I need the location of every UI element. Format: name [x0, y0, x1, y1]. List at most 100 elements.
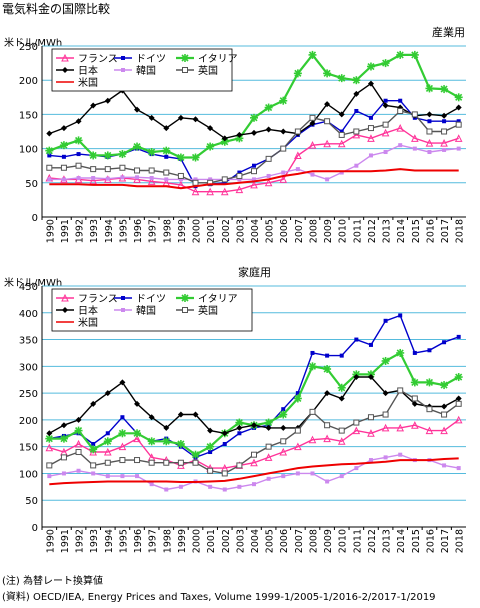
residential-data-point: [91, 471, 96, 476]
industrial-data-point: [325, 177, 330, 182]
industrial-data-point: [442, 119, 447, 124]
industrial-legend-marker: [181, 54, 189, 62]
residential-data-point: [103, 447, 112, 456]
residential-data-point: [279, 447, 288, 456]
residential-data-point: [382, 411, 389, 418]
industrial-data-point: [163, 169, 170, 176]
industrial-data-point: [75, 118, 82, 125]
residential-data-point: [119, 457, 126, 464]
industrial-data-point: [294, 128, 301, 135]
industrial-data-point: [426, 128, 433, 135]
residential-legend-label: 日本: [78, 304, 98, 317]
residential-legend-label: 英国: [198, 304, 218, 317]
residential-data-point: [148, 459, 155, 466]
industrial-data-point: [90, 102, 97, 109]
residential-data-point: [338, 427, 345, 434]
residential-data-point: [411, 421, 419, 429]
residential-data-point: [456, 334, 461, 339]
industrial-data-point: [455, 121, 462, 128]
residential-data-point: [381, 356, 390, 365]
residential-data-point: [339, 353, 344, 358]
industrial-data-point: [46, 130, 53, 137]
residential-data-point: [91, 441, 96, 446]
industrial-legend-item: ドイツ: [114, 54, 166, 65]
industrial-data-point: [206, 187, 214, 196]
industrial-data-point: [176, 153, 185, 162]
industrial-data-point-stroke: [235, 134, 243, 142]
residential-data-point: [295, 471, 300, 476]
residential-legend-label: ドイツ: [136, 294, 166, 305]
industrial-legend-item: イタリア: [176, 53, 238, 65]
industrial-data-point: [90, 166, 97, 173]
residential-legend-marker: [182, 307, 188, 313]
industrial-legend-label: 英国: [198, 64, 218, 77]
industrial-data-point: [45, 146, 54, 155]
industrial-data-point: [178, 177, 183, 182]
industrial-data-point: [60, 125, 67, 132]
residential-data-point: [192, 411, 199, 418]
industrial-data-point: [147, 177, 156, 185]
industrial-data-point: [366, 62, 375, 71]
footnote-source: (資料) OECD/IEA, Energy Prices and Taxes, …: [2, 590, 436, 603]
residential-x-tick-label: 2013: [382, 529, 393, 553]
residential-data-point: [440, 426, 448, 435]
industrial-data-point: [456, 119, 461, 124]
industrial-x-tick-label: 2005: [265, 219, 276, 243]
industrial-data-point: [280, 145, 287, 152]
industrial-chart-title: 産業用: [432, 26, 465, 39]
industrial-data-point: [309, 114, 316, 121]
industrial-data-point: [352, 130, 361, 139]
residential-data-point: [426, 406, 433, 413]
industrial-x-tick-label: 1996: [133, 219, 144, 243]
industrial-legend-item: 米国: [56, 76, 98, 89]
industrial-data-point: [338, 111, 345, 118]
residential-data-point: [162, 437, 171, 446]
industrial-data-point: [455, 104, 462, 111]
industrial-data-point-stroke: [162, 147, 170, 155]
residential-legend-box: [51, 288, 253, 332]
residential-data-point-stroke: [162, 437, 170, 445]
industrial-data-point: [235, 185, 244, 194]
residential-data-point: [207, 467, 214, 474]
residential-x-tick-label: 2001: [206, 529, 217, 553]
industrial-x-tick-label: 2002: [221, 219, 232, 243]
residential-legend-marker: [62, 307, 68, 313]
industrial-x-tick-label: 2007: [294, 219, 305, 243]
residential-data-point: [397, 387, 404, 394]
industrial-data-point: [354, 108, 359, 113]
residential-data-point: [323, 434, 331, 443]
industrial-legend-item: フランス: [56, 53, 118, 65]
residential-x-tick-label: 2005: [265, 529, 276, 553]
industrial-data-point: [338, 131, 345, 138]
industrial-data-point: [324, 118, 331, 125]
residential-x-tick-label: 1996: [133, 529, 144, 553]
industrial-data-point-stroke: [148, 148, 156, 156]
industrial-data-point: [410, 50, 419, 59]
industrial-data-point: [353, 128, 360, 135]
residential-legend-item: 日本: [56, 304, 98, 317]
industrial-data-point: [454, 134, 463, 142]
residential-y-tick-label: 150: [19, 443, 38, 454]
industrial-data-point: [251, 168, 257, 175]
residential-data-point: [177, 459, 184, 466]
industrial-data-point-stroke: [177, 153, 185, 162]
industrial-data-point-stroke: [45, 147, 53, 155]
industrial-data-point: [308, 141, 317, 149]
residential-data-point: [119, 379, 126, 386]
industrial-data-point: [281, 170, 286, 175]
residential-data-point: [381, 423, 390, 432]
industrial-data-point: [381, 59, 390, 68]
residential-x-tick-label: 2003: [235, 529, 246, 553]
residential-data-point-stroke: [177, 440, 185, 448]
industrial-data-point: [252, 163, 256, 168]
industrial-legend-item: 英国: [176, 64, 218, 77]
industrial-data-point: [381, 128, 390, 137]
residential-data-point: [294, 442, 302, 451]
residential-series-line: [49, 314, 459, 459]
industrial-data-point: [134, 106, 141, 113]
industrial-data-point: [367, 125, 374, 132]
residential-data-point: [208, 484, 213, 489]
industrial-data-point-stroke: [352, 76, 360, 84]
